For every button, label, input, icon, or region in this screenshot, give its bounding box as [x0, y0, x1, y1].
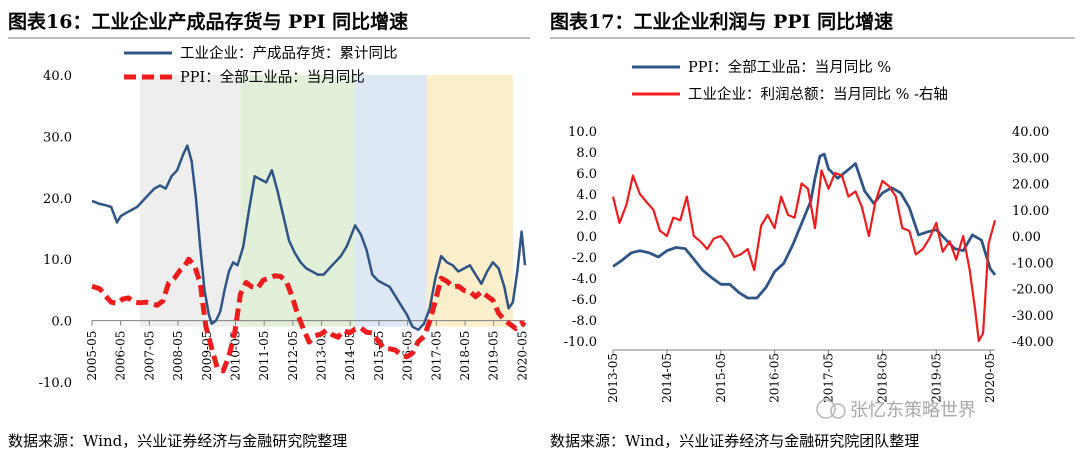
right-x-tick: 2020-05: [983, 353, 997, 403]
watermark: 张忆东策略世界: [816, 399, 976, 421]
left-y-tick: -10.0: [39, 376, 72, 391]
legend-inventory-label: 工业企业：产成品存货：累计同比: [180, 44, 398, 62]
right-right-y-tick: 0.00: [1012, 230, 1041, 245]
right-right-y-tick: 30.00: [1012, 151, 1049, 166]
legend-profit-label: 工业企业：利润总额：当月同比 % -右轴: [688, 85, 948, 103]
right-left-y-tick: -10.0: [564, 335, 597, 350]
left-y-tick: 40.0: [43, 69, 72, 84]
right-left-y-tick: -2.0: [572, 251, 597, 266]
right-legend: PPI：全部工业品：当月同比 % 工业企业：利润总额：当月同比 % -右轴: [632, 58, 948, 103]
legend-ppi-label: PPI：全部工业品：当月同比: [180, 68, 365, 86]
right-x-tick: 2017-05: [822, 353, 836, 403]
watermark-text: 张忆东策略世界: [850, 400, 976, 421]
left-x-tick: 2019-05: [487, 331, 501, 381]
right-series-lines: [611, 152, 997, 343]
shaded-period-2: [240, 75, 356, 327]
right-left-y-tick: 4.0: [576, 188, 597, 203]
left-x-tick: 2014-05: [343, 331, 357, 381]
left-x-tick: 2018-05: [458, 331, 472, 381]
wechat-icon: [816, 399, 836, 419]
ppi-series-line: [91, 256, 527, 374]
left-y-tick: 0.0: [51, 315, 72, 330]
wechat-icon-bubble: [830, 403, 846, 419]
right-right-y-tick: 20.00: [1012, 178, 1049, 193]
right-left-y-tick: 8.0: [576, 146, 597, 161]
left-x-tick: 2009-05: [200, 331, 214, 381]
right-right-y-tick: 40.00: [1012, 125, 1049, 140]
left-x-tick: 2007-05: [142, 331, 156, 381]
right-right-y-tick: -20.00: [1012, 283, 1054, 298]
left-series-lines: [91, 144, 527, 374]
left-x-tick: 2005-05: [85, 331, 99, 381]
right-source-note: 数据来源：Wind，兴业证券经济与金融研究院团队整理: [550, 432, 919, 450]
right-left-y-tick: 6.0: [576, 167, 597, 182]
right-axes: 10.0 8.0 6.0 4.0 2.0 0.0 -2.0 -4.0 -6.0 -8.0 -10.0…: [564, 125, 1054, 403]
left-chart-title: 图表16：工业企业产成品存货与 PPI 同比增速: [8, 10, 408, 33]
right-chart-title: 图表17：工业企业利润与 PPI 同比增速: [550, 10, 893, 33]
right-x-tick: 2019-05: [929, 353, 943, 403]
right-x-tick: 2013-05: [606, 353, 620, 403]
shaded-period-4: [426, 75, 513, 327]
right-x-tick: 2018-05: [875, 353, 889, 403]
left-x-tick: 2008-05: [171, 331, 185, 381]
legend-ppi2-label: PPI：全部工业品：当月同比 %: [688, 58, 891, 76]
left-y-tick: 20.0: [43, 192, 72, 207]
left-chart-panel: 图表16：工业企业产成品存货与 PPI 同比增速 40.0 30.0 20.0 10.…: [8, 10, 530, 450]
right-x-tick: 2015-05: [714, 353, 728, 403]
right-right-y-tick: -40.00: [1012, 335, 1054, 350]
right-right-y-tick: 10.00: [1012, 204, 1049, 219]
left-x-tick: 2012-05: [286, 331, 300, 381]
right-chart-panel: 图表17：工业企业利润与 PPI 同比增速 10.0 8.0 6.0 4.0 2.0 0.…: [550, 10, 1075, 450]
profit-series-line: [611, 169, 997, 343]
left-shaded-periods: [139, 75, 513, 327]
right-right-y-tick: -30.00: [1012, 309, 1054, 324]
left-legend: 工业企业：产成品存货：累计同比 PPI：全部工业品：当月同比: [124, 44, 398, 86]
right-left-y-tick: -8.0: [572, 314, 597, 329]
right-x-tick: 2016-05: [768, 353, 782, 403]
left-axes: 40.0 30.0 20.0 10.0 0.0 -10.0 2005-05 2006-05 20…: [39, 69, 530, 391]
inventory-series-line: [91, 144, 527, 332]
right-left-y-tick: -4.0: [572, 272, 597, 287]
right-right-y-tick: -10.00: [1012, 256, 1054, 271]
left-x-tick: 2017-05: [429, 331, 443, 381]
right-x-tick: 2014-05: [660, 353, 674, 403]
left-y-tick: 30.0: [43, 130, 72, 145]
right-left-y-tick: 2.0: [576, 209, 597, 224]
right-left-y-tick: 0.0: [576, 230, 597, 245]
left-x-tick: 2010-05: [228, 331, 242, 381]
left-x-tick: 2011-05: [257, 331, 271, 381]
shaded-period-3: [355, 75, 427, 327]
left-x-tick: 2020-05: [515, 331, 529, 381]
left-y-tick: 10.0: [43, 253, 72, 268]
right-left-y-tick: -6.0: [572, 293, 597, 308]
left-x-tick: 2006-05: [114, 331, 128, 381]
shaded-period-1: [139, 75, 241, 327]
right-left-y-tick: 10.0: [568, 125, 597, 140]
left-x-tick: 2013-05: [315, 331, 329, 381]
left-source-note: 数据来源：Wind，兴业证券经济与金融研究院整理: [8, 432, 347, 450]
